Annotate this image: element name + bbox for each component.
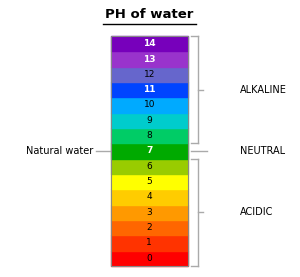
Text: Natural water: Natural water: [26, 146, 93, 156]
Bar: [111, 113, 188, 128]
Bar: [111, 51, 188, 67]
Text: 1: 1: [146, 238, 152, 247]
Text: 3: 3: [146, 208, 152, 217]
Text: 5: 5: [146, 177, 152, 186]
Text: 2: 2: [146, 223, 152, 232]
Bar: [111, 97, 188, 113]
Bar: [111, 220, 188, 235]
Bar: [111, 128, 188, 143]
Bar: [111, 143, 188, 159]
Text: 13: 13: [143, 55, 155, 63]
Bar: [111, 36, 188, 51]
Text: 0: 0: [146, 254, 152, 263]
Bar: [111, 251, 188, 266]
Text: ALKALINE: ALKALINE: [240, 85, 287, 95]
Bar: [111, 174, 188, 189]
Bar: [111, 67, 188, 82]
Text: 12: 12: [144, 70, 155, 79]
Text: 9: 9: [146, 116, 152, 125]
Text: PH of water: PH of water: [105, 8, 194, 21]
Bar: [111, 189, 188, 205]
Text: 8: 8: [146, 131, 152, 140]
Text: NEUTRAL: NEUTRAL: [240, 146, 285, 156]
Bar: [111, 159, 188, 174]
Bar: [111, 205, 188, 220]
Text: 4: 4: [146, 193, 152, 201]
Text: ACIDIC: ACIDIC: [240, 207, 273, 217]
Bar: [111, 235, 188, 251]
Text: 10: 10: [143, 101, 155, 109]
Bar: [111, 36, 188, 266]
Text: 7: 7: [146, 147, 152, 155]
Text: 6: 6: [146, 162, 152, 171]
Bar: [111, 82, 188, 97]
Text: 14: 14: [143, 39, 156, 48]
Text: 11: 11: [143, 85, 155, 94]
